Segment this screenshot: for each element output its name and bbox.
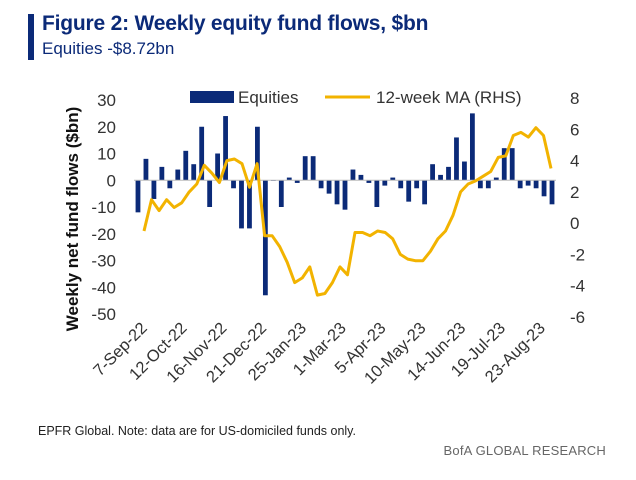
bar-equities	[175, 169, 181, 181]
bar-equities	[430, 164, 435, 181]
bar-equities	[167, 180, 173, 189]
bar-equities	[485, 180, 491, 189]
bar-equities	[278, 180, 284, 207]
bar-equities	[374, 180, 380, 207]
bar-equities	[541, 180, 547, 197]
y-tick-label-left: -40	[91, 278, 116, 297]
y-tick-label-right: -6	[570, 308, 585, 327]
y-tick-label-right: 6	[570, 120, 579, 139]
bar-equities	[525, 180, 531, 186]
y-tick-label-left: -30	[91, 252, 116, 271]
bar-equities	[199, 126, 205, 181]
source-label: BofA GLOBAL RESEARCH	[443, 443, 606, 458]
y-axis-title: Weekly net fund flows ($bn)	[63, 107, 82, 331]
bar-equities	[422, 180, 428, 205]
bar-equities	[326, 180, 332, 194]
bar-equities	[493, 177, 499, 181]
bar-equities	[159, 166, 165, 181]
bar-equities	[501, 148, 507, 181]
y-tick-label-right: -2	[570, 245, 585, 264]
bar-equities	[255, 126, 260, 181]
bar-equities	[342, 180, 348, 210]
bar-equities	[231, 180, 236, 189]
bar-equities	[366, 180, 372, 183]
bar-equities	[549, 180, 555, 205]
legend-label-ma: 12-week MA (RHS)	[376, 88, 521, 107]
bar-equities	[517, 180, 523, 189]
bar-equities	[414, 180, 420, 189]
figure-title: Figure 2: Weekly equity fund flows, $bn	[42, 12, 429, 35]
bar-equities	[262, 180, 268, 296]
bar-equities	[358, 174, 364, 181]
bar-equities	[382, 180, 388, 186]
figure-subtitle: Equities -$8.72bn	[42, 39, 175, 58]
bar-equities	[406, 180, 412, 202]
bar-equities	[533, 180, 539, 189]
bar-equities	[191, 164, 197, 181]
y-tick-label-left: -20	[91, 225, 116, 244]
bar-equities	[223, 116, 228, 181]
bar-equities	[469, 113, 475, 181]
y-tick-label-left: 10	[97, 145, 116, 164]
bar-equities	[446, 166, 451, 181]
bar-equities	[334, 180, 340, 205]
bar-equities	[286, 177, 292, 181]
y-tick-label-right: 4	[570, 152, 579, 171]
bar-equities	[462, 161, 467, 181]
bar-equities	[135, 180, 141, 213]
y-tick-label-left: 30	[97, 91, 116, 110]
y-tick-label-right: 8	[570, 89, 579, 108]
y-tick-label-right: 2	[570, 183, 579, 202]
legend-swatch-equities	[190, 91, 234, 103]
bar-equities	[207, 180, 213, 207]
equity-flows-chart: 3020100-10-20-30-40-5086420-2-4-6Weekly …	[63, 88, 585, 388]
bar-equities	[509, 148, 515, 181]
bar-equities	[215, 153, 221, 181]
bar-equities	[183, 150, 189, 181]
y-tick-label-right: 0	[570, 214, 579, 233]
bar-equities	[454, 137, 459, 181]
legend-label-equities: Equities	[238, 88, 298, 107]
bar-equities	[302, 156, 308, 181]
bar-equities	[318, 180, 324, 189]
y-tick-label-left: 20	[97, 118, 116, 137]
bar-equities	[294, 180, 300, 183]
title-accent-bar	[28, 14, 34, 60]
bar-equities	[239, 180, 244, 229]
line-12-week-ma	[142, 126, 553, 297]
bar-equities	[310, 156, 316, 181]
y-tick-label-left: -10	[91, 198, 116, 217]
footnote: EPFR Global. Note: data are for US-domic…	[38, 424, 356, 438]
bar-equities	[151, 180, 157, 199]
bar-equities	[350, 169, 356, 181]
y-tick-label-left: 0	[107, 171, 116, 190]
y-tick-label-right: -4	[570, 277, 585, 296]
bar-equities	[390, 177, 396, 181]
bar-equities	[143, 158, 149, 181]
y-tick-label-left: -50	[91, 305, 116, 324]
bar-equities	[438, 174, 443, 181]
bar-equities	[477, 180, 483, 189]
bar-equities	[398, 180, 404, 189]
bar-equities	[247, 180, 252, 229]
